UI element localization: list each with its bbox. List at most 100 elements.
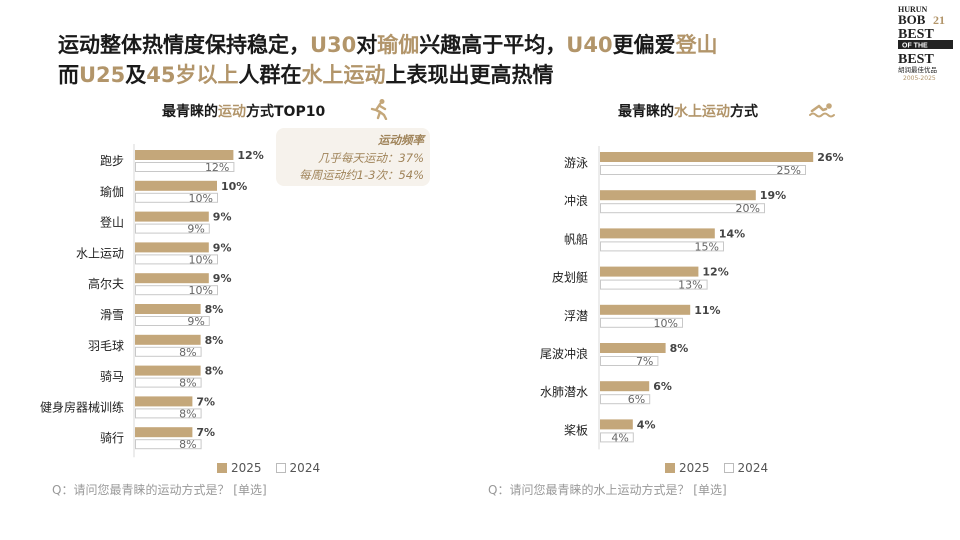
data-label-2025: 8% (670, 342, 689, 355)
data-label-2025: 6% (653, 380, 672, 393)
bar-2024 (600, 165, 806, 175)
legend-swatch-2024 (275, 463, 286, 473)
data-label-2024: 8% (179, 438, 196, 451)
data-label-2025: 10% (221, 180, 247, 193)
bar-2025 (600, 304, 691, 315)
headline: 运动整体热情度保持稳定，U30对瑜伽兴趣高于平均，U40更偏爱登山 而U25及4… (58, 30, 818, 90)
left-question: Q：请问您最青睐的运动方式是？ [单选] (52, 483, 267, 497)
right-question: Q：请问您最青睐的水上运动方式是？ [单选] (488, 483, 727, 497)
logo-text-6: 胡润最佳优品 (898, 65, 937, 74)
data-label-2024: 8% (179, 407, 196, 420)
bar-2024 (600, 203, 765, 214)
bar-2024 (600, 432, 634, 443)
bar-2024 (135, 285, 218, 296)
headline-segment: 更偏爱 (612, 33, 676, 57)
frequency-callout: 运动频率 几乎每天运动：37% 每周运动约1-3次：54% (276, 128, 430, 186)
legend-swatch-2025 (665, 463, 675, 473)
bar-2024 (135, 162, 235, 172)
bar-2025 (135, 273, 209, 284)
legend-label-2024: 2024 (737, 461, 769, 475)
bar-2025 (135, 242, 209, 253)
data-label-2024: 10% (189, 284, 213, 297)
bar-2025 (135, 334, 201, 345)
legend-swatch-2025 (217, 463, 227, 473)
right-legend: 2025 2024 (665, 461, 768, 475)
headline-segment: 水上运动 (301, 63, 386, 87)
data-label-2024: 9% (187, 223, 204, 236)
bar-2025 (600, 152, 814, 162)
right-title-highlight: 水上运动 (674, 104, 730, 120)
legend-label-2025: 2025 (231, 461, 262, 475)
bar-2024 (600, 356, 659, 366)
category-label: 尾波冲浪 (540, 346, 588, 361)
data-label-2025: 26% (817, 151, 843, 164)
category-label: 羽毛球 (88, 339, 124, 353)
logo-text-1: HURUN (898, 5, 928, 14)
bar-2024 (135, 223, 210, 234)
logo-text-4: OF THE (902, 43, 928, 50)
legend-label-2025: 2025 (679, 461, 710, 475)
right-title-pre: 最青睐的 (618, 104, 674, 120)
data-label-2024: 10% (654, 317, 678, 330)
headline-segment: 人群在 (238, 63, 302, 87)
bar-2024 (135, 377, 202, 388)
data-label-2025: 8% (205, 334, 224, 347)
category-label: 瑜伽 (100, 184, 124, 199)
swimmer-icon (809, 103, 835, 118)
callout-title: 运动频率 (378, 133, 424, 147)
headline-segment: 而 (58, 63, 79, 87)
data-label-2024: 15% (695, 240, 719, 253)
bar-2024 (600, 317, 683, 328)
data-label-2024: 13% (678, 279, 702, 292)
right-panel-title: 最青睐的水上运动方式 (618, 101, 758, 121)
category-label: 帆船 (564, 231, 588, 246)
data-label-2025: 9% (213, 211, 232, 224)
bar-2025 (135, 180, 217, 191)
category-label: 冲浪 (564, 193, 588, 208)
data-label-2024: 12% (205, 161, 229, 174)
category-label: 骑马 (100, 370, 124, 384)
category-label: 登山 (100, 215, 124, 230)
data-label-2025: 8% (205, 365, 224, 378)
data-label-2025: 8% (205, 303, 224, 316)
bar-2025 (135, 396, 193, 407)
bar-2024 (135, 346, 202, 357)
bar-2025 (600, 381, 650, 392)
bar-2024 (600, 279, 708, 290)
bar-2025 (600, 190, 756, 201)
data-label-2025: 14% (719, 227, 745, 240)
data-label-2024: 8% (179, 346, 196, 359)
bar-2025 (135, 211, 209, 222)
bar-2025 (600, 266, 699, 277)
category-label: 跑步 (100, 154, 124, 168)
data-label-2024: 6% (628, 393, 645, 406)
headline-segment: U25 (79, 63, 126, 87)
left-title-post: 方式TOP10 (246, 104, 326, 120)
category-label: 桨板 (564, 423, 588, 437)
logo-text-3: BEST (898, 27, 934, 42)
bar-2024 (135, 439, 202, 450)
data-label-2025: 12% (237, 149, 263, 162)
category-label: 骑行 (100, 431, 124, 445)
bar-2025 (600, 343, 666, 353)
callout-line-1: 几乎每天运动：37% (317, 151, 424, 165)
bar-2025 (135, 427, 193, 438)
callout-line-2: 每周运动约1-3次：54% (299, 168, 424, 182)
data-label-2024: 7% (636, 355, 653, 368)
data-label-2024: 20% (736, 202, 760, 215)
category-label: 高尔夫 (88, 276, 124, 291)
data-label-2025: 7% (196, 426, 215, 439)
data-label-2024: 10% (189, 192, 213, 205)
left-title-highlight: 运动 (218, 104, 246, 120)
category-label: 滑雪 (100, 308, 124, 322)
headline-segment: 对 (356, 33, 378, 57)
data-label-2025: 9% (213, 272, 232, 285)
bar-2024 (135, 254, 218, 265)
data-label-2025: 7% (196, 395, 215, 408)
headline-segment: 瑜伽 (377, 33, 420, 57)
legend-swatch-2024 (723, 463, 734, 473)
bar-2024 (135, 192, 218, 203)
headline-segment: 上表现出更高热情 (385, 63, 554, 87)
bar-2025 (135, 365, 201, 376)
